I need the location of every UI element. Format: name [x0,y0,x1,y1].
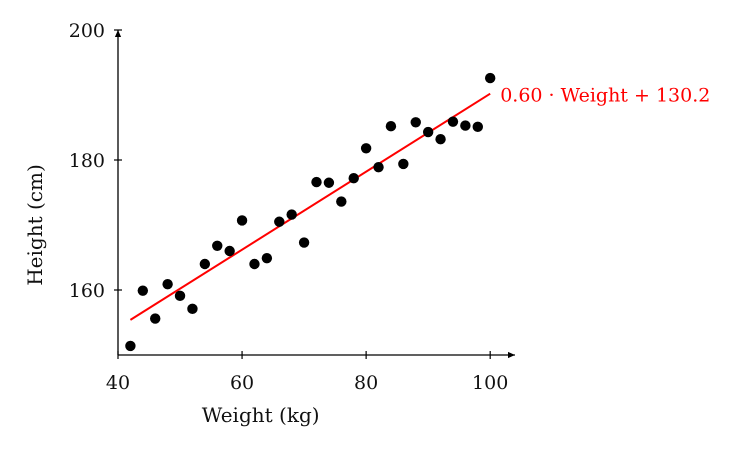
data-point [422,126,434,138]
x-tick-label: 40 [106,372,130,394]
data-point [187,303,198,315]
data-point [447,116,459,127]
regression-equation-label: 0.60 · Weight + 130.2 [500,85,710,107]
y-tick-label: 200 [69,20,105,42]
data-point [137,285,149,296]
data-point [199,258,211,270]
data-point [484,72,496,84]
x-tick-label: 60 [230,372,254,394]
x-tick-label: 80 [354,372,378,394]
y-tick-label: 180 [69,150,105,172]
data-point [336,196,347,207]
data-point [212,240,223,251]
tick-labels: 40 60 80 100 160 180 200 [69,20,509,394]
data-point [249,258,260,270]
data-point [224,245,235,257]
x-axis-title: Weight (kg) [202,403,320,427]
data-point [311,176,322,188]
data-point [373,161,384,173]
data-point [360,143,372,154]
data-points [125,72,496,352]
data-point [298,237,310,248]
data-point [162,278,173,290]
data-point [410,117,421,128]
y-tick-label: 160 [69,280,105,302]
data-point [125,340,136,352]
data-point [348,173,359,184]
data-point [150,313,161,324]
data-point [435,134,446,145]
data-point [236,215,248,226]
y-axis-title: Height (cm) [23,164,47,286]
data-point [286,209,297,220]
tick-marks [114,29,491,359]
data-point [398,158,409,170]
data-point [385,121,397,132]
data-point [174,290,186,302]
x-tick-label: 100 [472,372,508,394]
axes [114,29,515,359]
data-point [274,216,285,227]
data-point [460,120,471,131]
data-point [261,252,273,264]
data-point [323,177,335,188]
data-point [472,121,483,133]
regression-line [129,92,491,321]
